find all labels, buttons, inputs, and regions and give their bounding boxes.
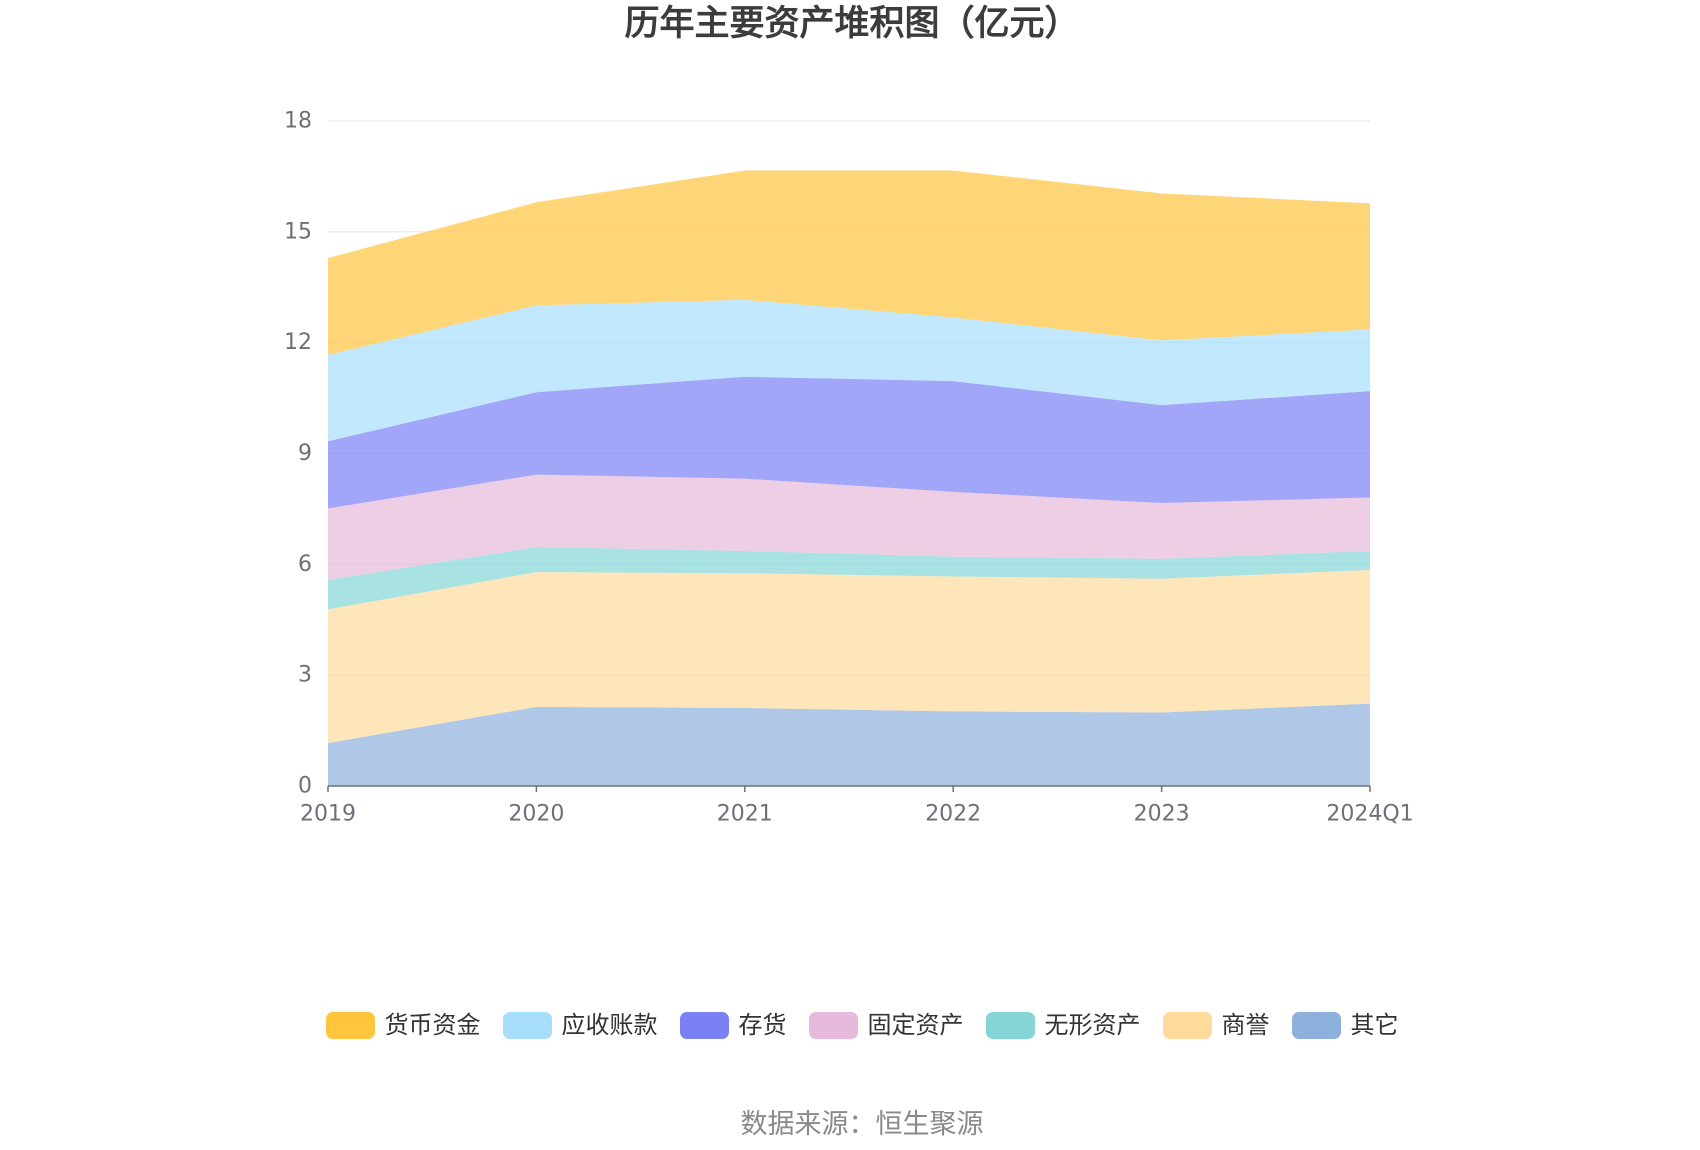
legend-label: 固定资产 [867,1011,964,1039]
x-axis [327,785,1371,792]
data-source-note: 数据来源：恒生聚源 [740,1109,984,1140]
legend-item-receivables[interactable]: 应收账款 [502,1011,658,1039]
stacked-area-chart: 0 3 6 9 12 15 18 2019 2020 2021 2022 2023 2024Q1 [284,109,1414,827]
legend-swatch [679,1011,729,1039]
y-tick-label: 6 [298,552,312,577]
y-tick-label: 12 [284,330,312,355]
legend-label: 其它 [1350,1011,1399,1039]
area-goodwill [328,569,1370,744]
area-fixed-assets [328,474,1370,580]
legend-item-cash[interactable]: 货币资金 [325,1011,481,1039]
x-tick-label: 2019 [300,802,356,827]
legend-item-intangible-assets[interactable]: 无形资产 [985,1011,1141,1039]
chart-title: 历年主要资产堆积图（亿元） [624,4,1080,44]
area-other [328,703,1370,786]
y-axis-labels: 0 3 6 9 12 15 18 [284,109,312,799]
area-intangible-assets [328,547,1370,610]
legend-item-inventory[interactable]: 存货 [679,1011,787,1039]
legend-label: 应收账款 [561,1011,658,1039]
legend-label: 商誉 [1221,1011,1270,1039]
legend-swatch [1291,1011,1341,1039]
legend-swatch [325,1011,375,1039]
x-tick-label: 2022 [925,802,981,827]
legend-label: 无形资产 [1044,1011,1141,1039]
legend-swatch [985,1011,1035,1039]
x-tick-label: 2021 [717,802,773,827]
x-tick-label: 2023 [1134,802,1190,827]
legend-swatch [502,1011,552,1039]
area-cash [328,170,1370,355]
x-axis-labels: 2019 2020 2021 2022 2023 2024Q1 [300,802,1414,827]
y-tick-label: 0 [298,774,312,799]
legend-label: 存货 [738,1011,787,1039]
y-tick-label: 15 [284,219,312,244]
y-tick-label: 9 [298,441,312,466]
y-tick-label: 3 [298,663,312,688]
legend-label: 货币资金 [384,1011,481,1039]
x-tick-label: 2020 [508,802,564,827]
legend-swatch [808,1011,858,1039]
legend-swatch [1162,1011,1212,1039]
area-receivables [328,299,1370,442]
legend-item-other[interactable]: 其它 [1291,1011,1399,1039]
area-inventory [328,376,1370,509]
legend-item-fixed-assets[interactable]: 固定资产 [808,1011,964,1039]
legend: 货币资金 应收账款 存货 固定资产 无形资产 商誉 其它 [0,1011,1700,1039]
series-areas [328,170,1370,786]
y-tick-label: 18 [284,109,312,134]
legend-item-goodwill[interactable]: 商誉 [1162,1011,1270,1039]
x-tick-label: 2024Q1 [1326,802,1413,827]
